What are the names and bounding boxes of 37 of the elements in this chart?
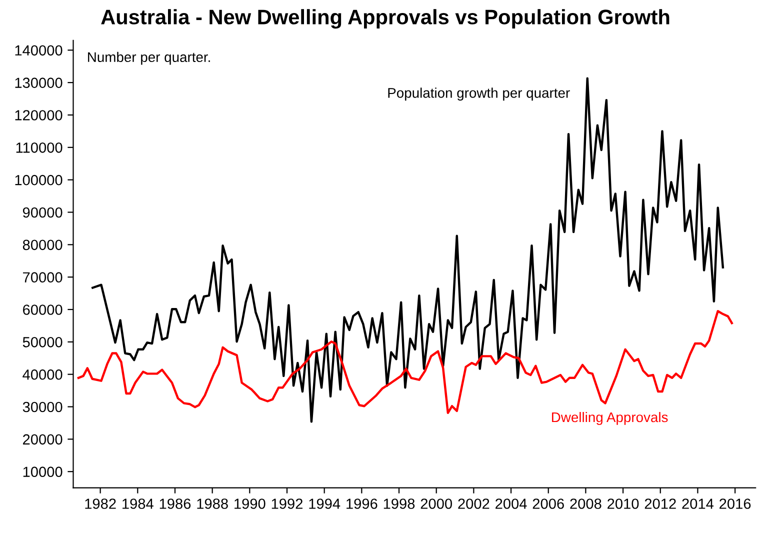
x-tick-label: 2006 [532, 498, 564, 509]
series-label: Dwelling Approvals [552, 412, 668, 425]
x-tick-label: 1984 [122, 498, 154, 509]
y-tick-label: 10000 [23, 466, 62, 478]
x-tick-label: 1990 [234, 498, 266, 509]
x-tick-label: 1992 [272, 498, 302, 509]
y-tick-label: 40000 [22, 369, 62, 380]
y-tick-label: 120000 [15, 110, 62, 120]
x-tick-label: 1986 [160, 498, 191, 509]
x-tick-label: 2000 [420, 498, 452, 509]
x-tick-label: 1994 [309, 498, 340, 509]
line-series [92, 77, 724, 423]
x-tick-label: 1982 [85, 498, 116, 509]
y-tick-label: 140000 [15, 45, 62, 56]
x-tick-label: 1988 [197, 498, 228, 509]
annotation: Number per quarter. [88, 52, 210, 65]
x-tick-label: 1998 [384, 498, 415, 509]
y-tick-label: 30000 [22, 402, 62, 412]
y-tick-label: 110000 [16, 142, 62, 153]
y-tick-label: 90000 [22, 207, 62, 218]
y-tick-label: 100000 [15, 174, 62, 186]
y-tick-label: 70000 [23, 272, 62, 283]
x-tick-label: 2002 [458, 498, 490, 509]
x-tick-label: 1996 [346, 498, 378, 509]
chart-title: Australia - New Dwelling Approvals vs Population Growth [101, 9, 670, 29]
x-tick-label: 2012 [644, 498, 676, 509]
x-tick-label: 2014 [682, 498, 714, 509]
x-tick-label: 2008 [570, 498, 602, 509]
x-tick-label: 2004 [496, 498, 527, 509]
y-tick-label: 20000 [23, 434, 62, 445]
series-label: Population growth per quarter [388, 88, 570, 101]
x-tick-label: 2010 [608, 498, 639, 509]
y-tick-label: 50000 [22, 337, 62, 348]
y-tick-label: 80000 [22, 240, 62, 250]
y-tick-label: 60000 [23, 304, 62, 315]
y-tick-label: 130000 [15, 78, 62, 88]
x-tick-label: 2016 [720, 498, 751, 509]
